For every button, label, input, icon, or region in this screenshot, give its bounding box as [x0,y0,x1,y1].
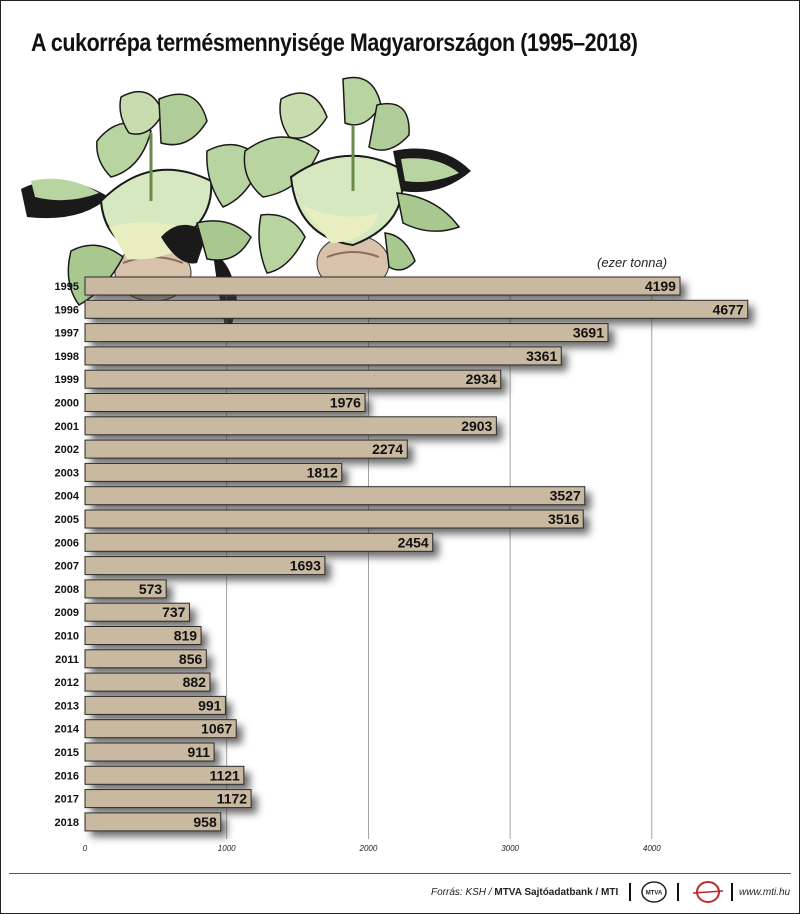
bar [84,556,326,576]
value-label: 4199 [645,278,676,294]
bar [84,369,502,389]
year-label: 2004 [55,491,80,503]
mti-logo-icon [692,881,724,903]
value-label: 856 [179,651,203,667]
bar [84,323,609,343]
value-label: 3361 [526,348,557,364]
bar [84,509,584,529]
value-label: 991 [198,697,222,713]
year-label: 2007 [55,561,79,573]
value-label: 1976 [330,395,361,411]
footer-separator [629,883,631,901]
value-label: 1121 [209,767,240,783]
unit-label: (ezer tonna) [597,255,668,270]
year-label: 2002 [55,444,79,456]
bar [84,812,222,832]
source-agency: / MTI [592,887,619,898]
bar [84,439,408,459]
year-label: 2018 [55,817,79,829]
bar [84,672,211,692]
bar [84,346,562,366]
bar [84,416,497,436]
mtva-logo-icon: MTVA [641,881,667,903]
value-label: 911 [187,744,210,760]
bar [84,626,202,645]
year-label: 2017 [55,794,79,806]
year-label: 2000 [55,398,79,410]
footer-separator [677,883,679,901]
value-label: 2274 [372,441,403,457]
value-label: 2454 [398,534,429,550]
bar [84,789,252,809]
value-label: 737 [162,604,186,620]
bar [84,649,207,669]
year-label: 1999 [55,374,79,386]
value-label: 3516 [548,511,579,527]
year-label: 2016 [55,770,79,782]
footer-separator [731,883,733,901]
chart-title: A cukorrépa termésmennyisége Magyarorszá… [31,29,638,57]
value-label: 4677 [713,301,744,317]
x-axis-ticks: 0 1000 2000 3000 4000 [83,844,661,853]
value-label: 1172 [217,791,248,807]
x-tick-label: 2000 [359,844,378,853]
year-label: 1998 [55,351,79,363]
value-label: 1693 [290,558,321,574]
source-credit: Forrás: KSH / MTVA Sajtóadatbank / MTI [431,887,618,898]
year-label: 2001 [55,421,79,433]
bar [84,742,215,762]
x-tick-label: 3000 [501,844,519,853]
x-tick-label: 4000 [643,844,661,853]
year-label: 2003 [55,467,79,479]
year-label: 1997 [55,328,79,340]
x-tick-label: 1000 [218,844,236,853]
year-label: 1995 [55,281,79,293]
bar [84,532,434,552]
year-label: 1996 [55,304,79,316]
bar [84,765,245,785]
year-label: 2013 [55,700,79,712]
year-label: 2012 [55,677,79,689]
footer: Forrás: KSH / MTVA Sajtóadatbank / MTI M… [1,873,799,913]
website-link[interactable]: www.mti.hu [739,887,791,898]
bar [84,299,749,319]
value-label: 2903 [461,418,492,434]
bars: 1995 4199 1996 4677 1997 3691 1998 3361 1999 2934… [55,276,754,837]
sugar-beet-illustration [21,76,471,335]
year-label: 2005 [55,514,79,526]
svg-text:MTVA: MTVA [646,891,663,897]
bar [84,579,167,599]
bar [84,486,586,506]
bar [84,602,190,622]
source-publisher: MTVA Sajtóadatbank [494,887,593,898]
value-label: 3691 [573,325,604,341]
value-label: 958 [193,814,217,830]
year-label: 2010 [55,631,79,643]
year-label: 2011 [55,654,79,666]
bar [84,695,226,715]
year-label: 2014 [55,724,80,736]
footer-divider [9,873,791,874]
value-label: 882 [183,674,207,690]
year-label: 2015 [55,747,79,759]
value-label: 3527 [550,488,581,504]
value-label: 819 [174,628,198,644]
bar [84,462,343,482]
chart: 1995 4199 1996 4677 1997 3691 1998 3361 1999 2934… [21,76,754,853]
bar [84,393,366,412]
source-label: Forrás: KSH / [431,887,495,898]
value-label: 1812 [307,464,338,480]
x-tick-label: 0 [83,844,88,853]
year-label: 2008 [55,584,79,596]
value-label: 573 [139,581,163,597]
year-label: 2006 [55,537,79,549]
bar [84,719,237,739]
value-label: 2934 [466,371,497,387]
value-label: 1067 [201,721,232,737]
bar [84,276,681,296]
year-label: 2009 [55,607,79,619]
